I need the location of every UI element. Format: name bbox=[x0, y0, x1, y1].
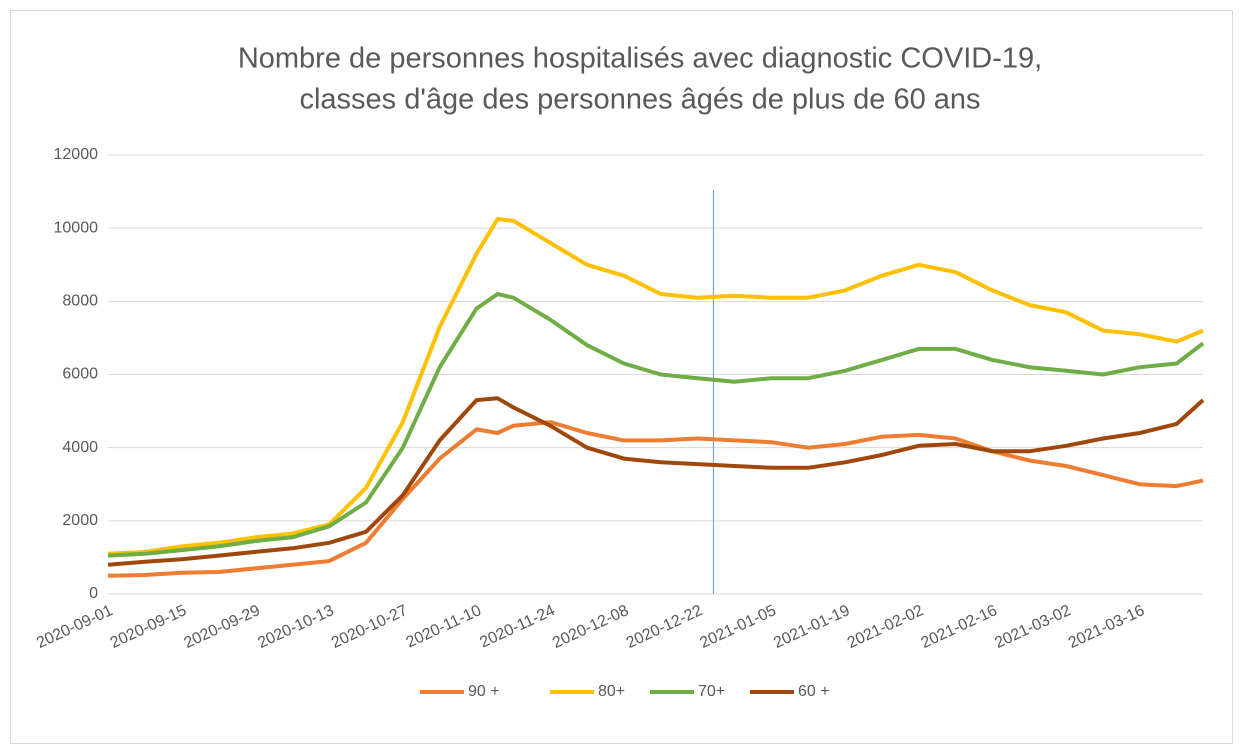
y-tick-label: 6000 bbox=[62, 366, 98, 383]
y-tick-label: 8000 bbox=[62, 293, 98, 310]
y-tick-label: 4000 bbox=[62, 439, 98, 456]
chart-border bbox=[10, 10, 1233, 744]
legend-label: 80+ bbox=[598, 683, 625, 700]
line-series bbox=[107, 217, 1204, 556]
y-tick-label: 2000 bbox=[62, 512, 98, 529]
y-tick-label: 12000 bbox=[54, 146, 99, 163]
y-tick-label: 0 bbox=[89, 585, 98, 602]
line-series bbox=[107, 396, 1205, 567]
legend-label: 60 + bbox=[798, 683, 830, 700]
legend-label: 90 + bbox=[468, 683, 500, 700]
legend-label: 70+ bbox=[698, 683, 725, 700]
line-series bbox=[107, 420, 1204, 578]
y-tick-label: 10000 bbox=[54, 219, 99, 236]
chart-title: Nombre de personnes hospitalisés avec di… bbox=[238, 43, 1042, 75]
chart-title: classes d'âge des personnes âgés de plus… bbox=[299, 84, 980, 116]
line-series bbox=[107, 292, 1205, 558]
